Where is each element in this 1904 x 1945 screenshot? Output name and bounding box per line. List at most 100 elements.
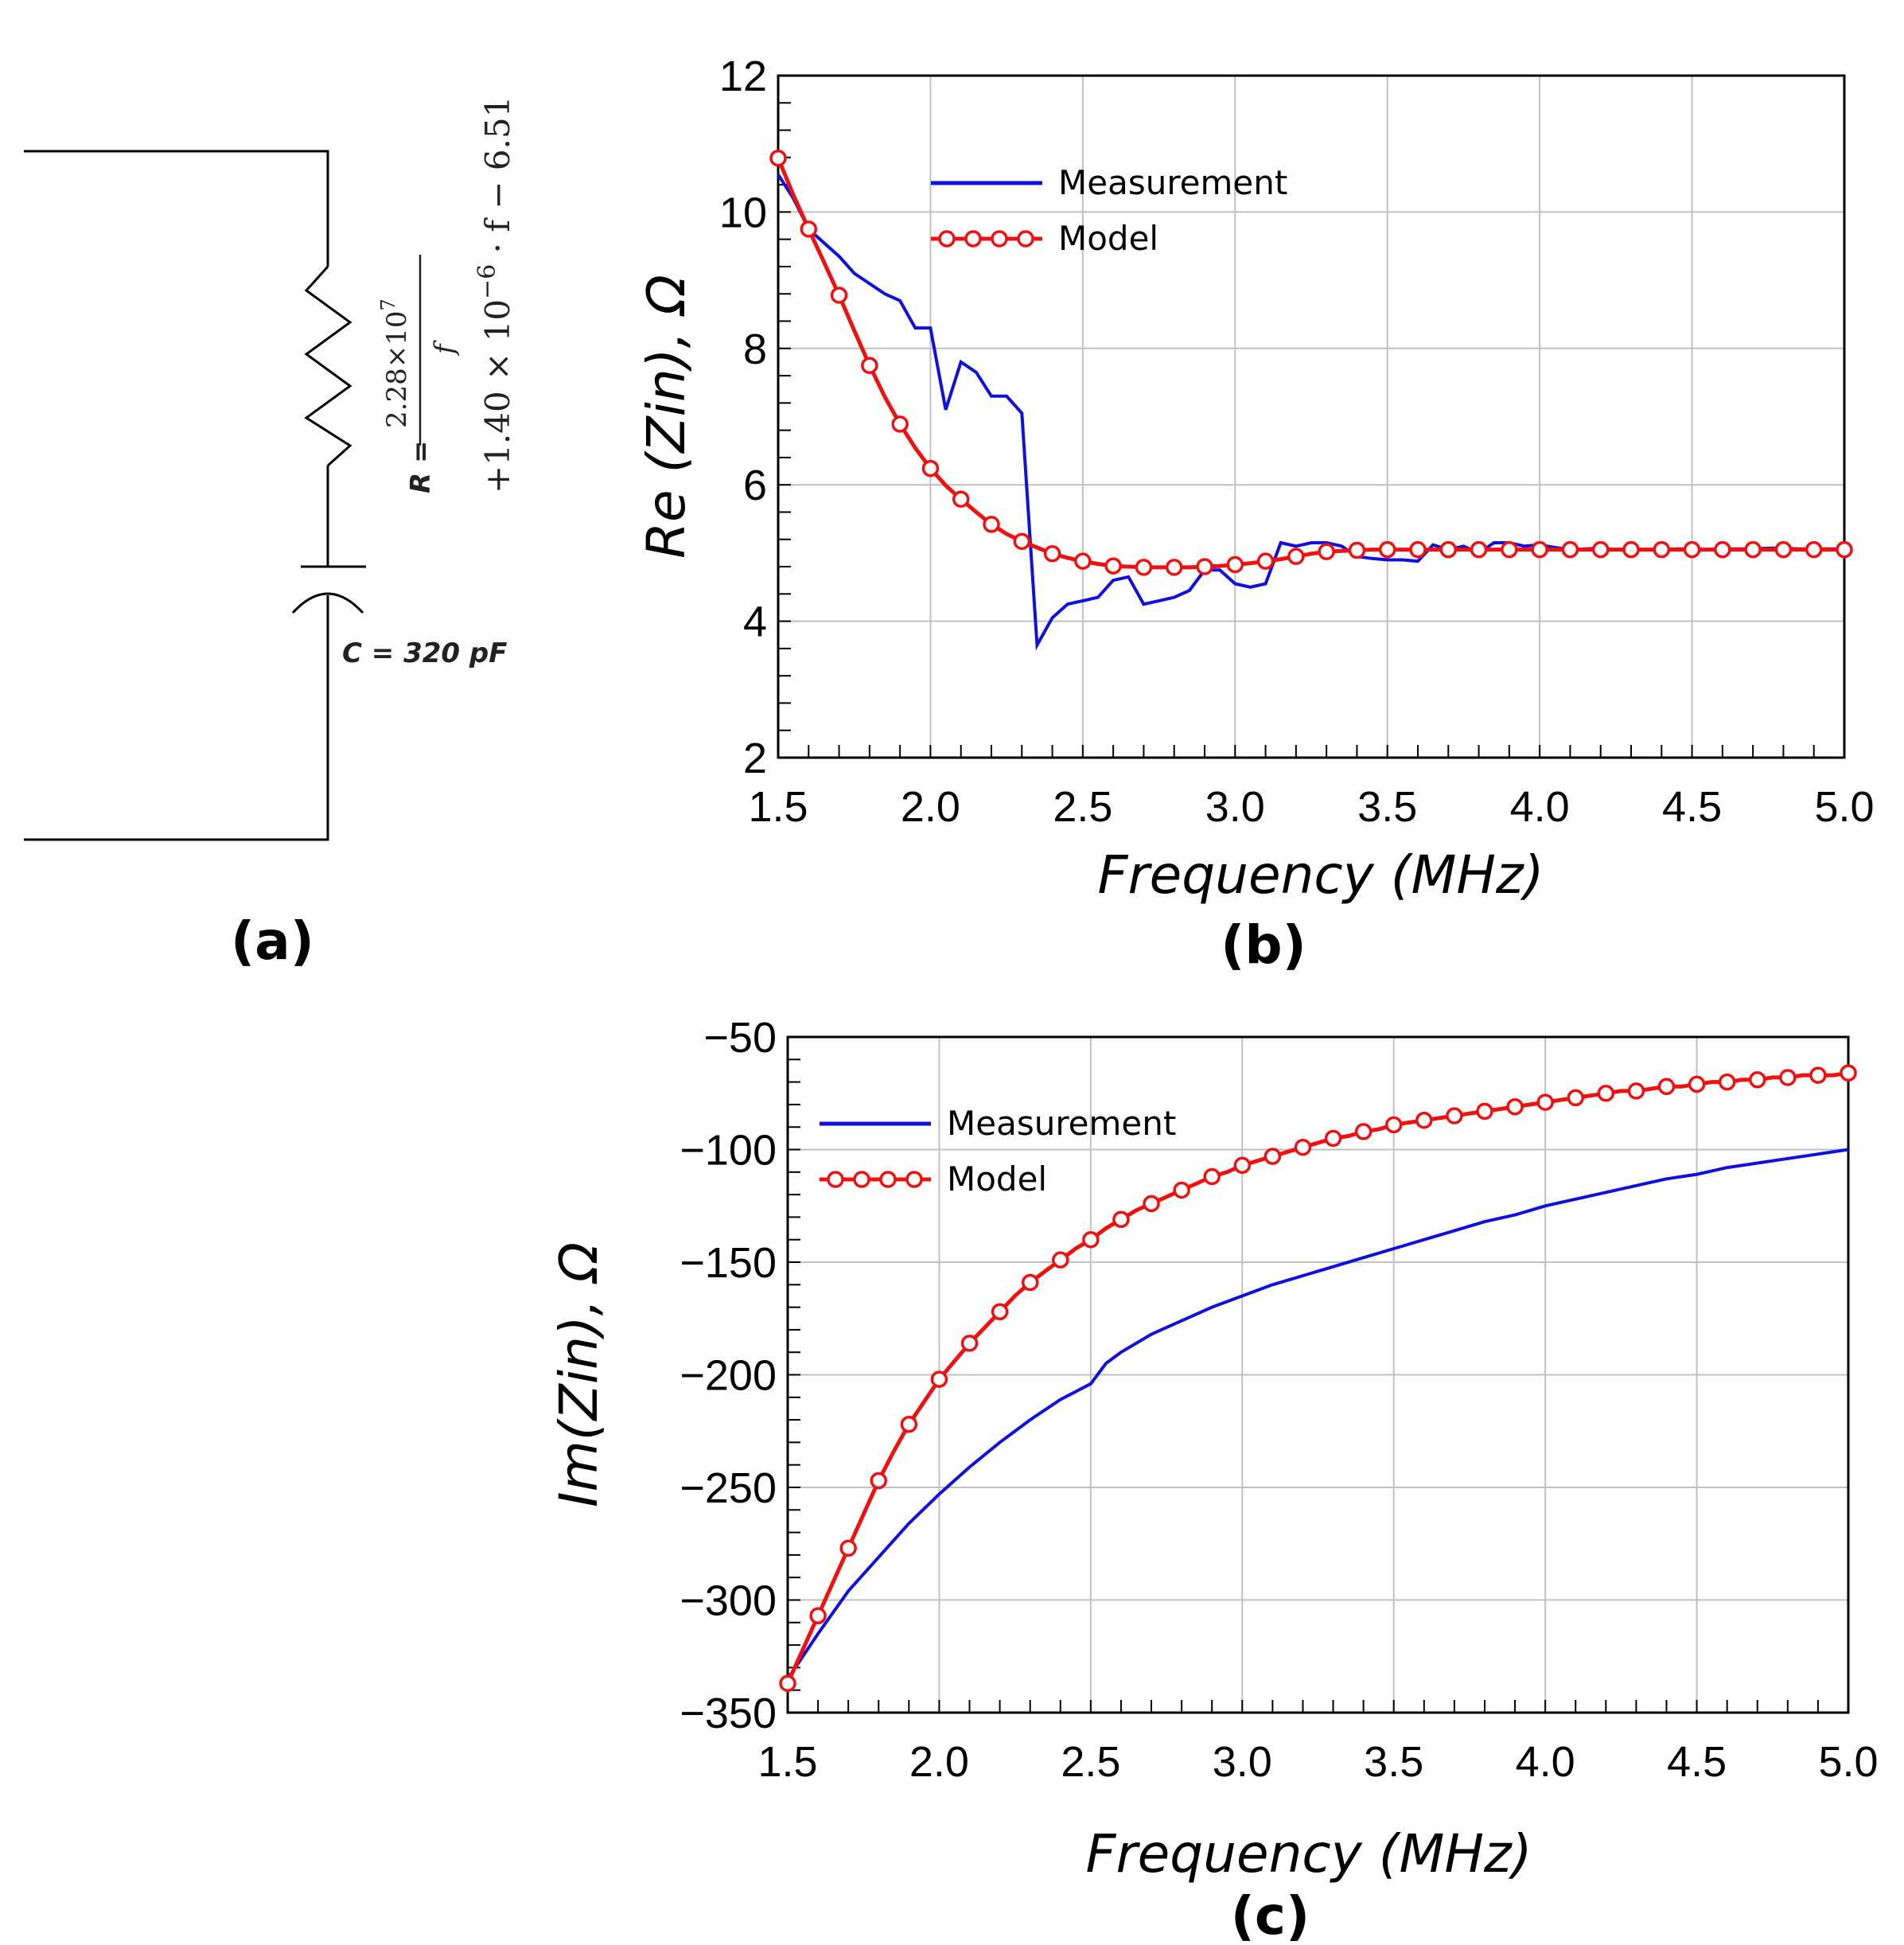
model-marker	[891, 415, 909, 433]
model-marker	[1597, 1085, 1615, 1102]
model-marker	[1074, 552, 1092, 570]
legend-marker	[964, 230, 982, 248]
panel-label-a: (a)	[231, 910, 314, 972]
model-marker	[1415, 1111, 1433, 1129]
model-marker	[1135, 559, 1153, 576]
legend-label-model: Model	[947, 1160, 1047, 1199]
model-marker	[921, 459, 940, 477]
panel-label-c: (c)	[1231, 1885, 1310, 1945]
x-tick-label: 2.5	[1053, 783, 1112, 831]
chart-real-impedance: 1.5 2.0 2.5 3.0 3.5 4.0 4.5 5.0 2 4 6 8 10 12 Measure…	[636, 53, 1875, 976]
model-marker	[1294, 1138, 1312, 1156]
model-marker	[1233, 1156, 1252, 1175]
tick-labels: 1.5 2.0 2.5 3.0 3.5 4.0 4.5 5.0 2 4 6 8 10 12	[719, 53, 1875, 831]
circuit-wire-bottom	[24, 595, 329, 841]
y-tick-label: −100	[679, 1127, 777, 1175]
y-tick-label: 8	[743, 325, 767, 373]
legend: Measurement Model	[820, 1104, 1176, 1199]
legend-label-measurement: Measurement	[1058, 163, 1287, 202]
model-marker	[1567, 1089, 1584, 1107]
model-marker	[1348, 541, 1366, 559]
model-marker	[1805, 540, 1823, 559]
minor-ticks	[777, 75, 1845, 758]
circuit-diagram: C = 320 pF R = 2.28×107 f +1.40 × 10−6 ·…	[24, 96, 517, 972]
capacitor-label: C = 320 pF	[342, 637, 508, 669]
legend-marker	[879, 1171, 897, 1188]
model-marker	[1748, 1071, 1766, 1089]
resistor-formula: R = 2.28×107 f +1.40 × 10−6 · f − 6.51	[377, 96, 517, 493]
plot-frame	[777, 74, 1846, 759]
x-tick-label: 3.0	[1213, 1738, 1272, 1786]
model-marker	[1774, 540, 1793, 559]
formula-numerator: 2.28×107	[377, 298, 413, 428]
model-marker	[1476, 1102, 1493, 1121]
series-group	[769, 149, 1853, 651]
model-marker	[1143, 1195, 1160, 1213]
x-axis-label: Frequency (MHz)	[1098, 844, 1544, 906]
model-marker	[1718, 1073, 1736, 1091]
legend: Measurement Model	[931, 163, 1287, 258]
model-marker	[769, 149, 787, 167]
minor-ticks	[787, 1036, 1849, 1713]
model-marker	[1013, 532, 1031, 551]
model-marker	[839, 1539, 857, 1557]
formula-tail: +1.40 × 10−6 · f − 6.51	[473, 96, 517, 493]
model-marker	[1203, 1167, 1221, 1186]
x-tick-label: 1.5	[748, 783, 808, 831]
model-marker	[1354, 1123, 1373, 1140]
model-marker	[952, 490, 970, 508]
x-tick-label: 3.5	[1357, 783, 1417, 831]
model-marker	[1622, 540, 1640, 559]
x-tick-label: 2.0	[901, 783, 960, 831]
x-tick-label: 4.0	[1510, 783, 1570, 831]
model-marker	[1318, 543, 1335, 560]
model-marker	[1591, 540, 1610, 559]
model-marker	[1378, 540, 1396, 559]
grid	[777, 75, 1845, 758]
model-marker	[1840, 1064, 1857, 1082]
y-tick-label: −250	[679, 1464, 777, 1512]
x-tick-label: 4.5	[1667, 1738, 1727, 1786]
legend-label-measurement: Measurement	[947, 1104, 1176, 1143]
y-tick-label: −50	[703, 1014, 777, 1062]
model-marker	[1714, 540, 1731, 559]
model-marker	[870, 1471, 888, 1490]
model-marker	[1439, 540, 1458, 559]
model-marker	[1779, 1069, 1797, 1086]
model-marker	[983, 516, 1000, 533]
x-tick-label: 3.0	[1205, 783, 1265, 831]
model-marker	[1536, 1093, 1554, 1111]
measurement-line	[778, 173, 1844, 651]
y-tick-label: −300	[679, 1577, 777, 1625]
measurement-line	[788, 1148, 1848, 1680]
model-marker	[1683, 540, 1701, 559]
legend-label-model: Model	[1058, 219, 1158, 258]
y-tick-label: 4	[743, 598, 767, 646]
model-marker	[1561, 540, 1579, 559]
model-marker	[1324, 1129, 1342, 1148]
model-marker	[1052, 1251, 1069, 1269]
x-tick-label: 2.5	[1061, 1738, 1120, 1786]
model-marker	[830, 286, 848, 304]
model-marker	[900, 1416, 918, 1433]
capacitor-symbol	[291, 592, 364, 614]
x-tick-label: 1.5	[757, 1738, 817, 1786]
model-marker	[1627, 1082, 1645, 1100]
y-tick-label: 10	[719, 189, 767, 236]
tick-labels: 1.5 2.0 2.5 3.0 3.5 4.0 4.5 5.0 −50 −100 −150 −200 −…	[679, 1014, 1878, 1786]
model-marker	[960, 1335, 979, 1352]
y-tick-label: 6	[743, 462, 767, 509]
x-tick-label: 5.0	[1818, 1738, 1878, 1786]
model-marker	[1173, 1181, 1190, 1199]
legend-marker	[938, 230, 956, 248]
legend-marker	[991, 230, 1008, 248]
model-marker	[1043, 545, 1061, 563]
model-marker	[779, 1674, 796, 1692]
y-tick-label: −150	[679, 1239, 777, 1287]
model-marker	[1112, 1210, 1130, 1228]
model-marker	[809, 1607, 827, 1625]
model-marker	[1657, 1078, 1676, 1096]
model-marker	[1287, 548, 1305, 565]
x-tick-label: 5.0	[1814, 783, 1874, 831]
